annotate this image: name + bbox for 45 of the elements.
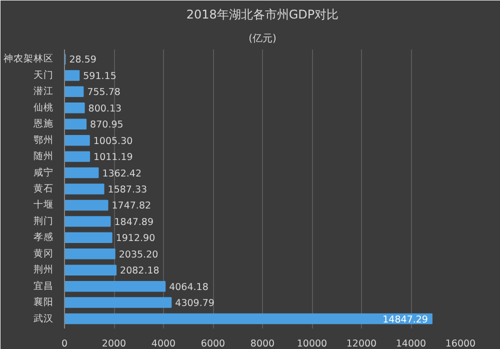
data-label: 1362.42 [102, 168, 142, 180]
y-tick-label: 咸宁 [34, 166, 54, 178]
y-tick-label: 仙桃 [34, 101, 54, 114]
x-tick-label: 14000 [396, 338, 426, 349]
data-label: 1747.82 [112, 200, 152, 212]
data-label: 2035.20 [118, 249, 158, 260]
data-label: 14847.29 [382, 314, 428, 326]
y-tick-label: 十堰 [34, 198, 54, 211]
x-tick-label: 10000 [296, 338, 328, 349]
x-tick-label: 6000 [200, 338, 226, 349]
data-label: 2082.18 [120, 266, 160, 277]
y-tick-label: 鄂州 [34, 134, 54, 146]
y-tick-label: 黄冈 [34, 247, 54, 260]
y-tick-label: 神农架林区 [4, 52, 54, 65]
data-label: 591.15 [83, 70, 116, 82]
y-tick-label: 随州 [34, 150, 54, 162]
y-tick-label: 宜昌 [34, 280, 54, 292]
y-tick-label: 孝感 [34, 231, 54, 244]
x-tick-label: 12000 [346, 338, 377, 349]
y-tick-label: 武汉 [34, 312, 54, 324]
y-tick-label: 天门 [34, 68, 54, 81]
data-label: 800.13 [88, 103, 122, 114]
x-tick-label: 2000 [102, 338, 126, 349]
y-tick-label: 潜江 [34, 85, 54, 98]
data-label: 1847.89 [114, 216, 154, 228]
x-tick-label: 8000 [250, 338, 275, 349]
x-tick-label: 0 [61, 338, 68, 349]
data-label: 755.78 [87, 87, 120, 98]
y-tick-label: 襄阳 [34, 296, 54, 308]
y-tick-label: 荆门 [34, 214, 54, 227]
x-tick-label: 16000 [445, 338, 476, 349]
y-tick-label: 恩施 [32, 118, 54, 130]
data-label: 1587.33 [108, 184, 148, 196]
chart-subtitle: (亿元) [248, 34, 276, 44]
data-label: 1912.90 [116, 233, 156, 244]
data-label: 28.59 [69, 54, 96, 66]
data-label: 4309.79 [175, 298, 214, 310]
data-label: 870.95 [90, 120, 124, 131]
data-label: 4064.18 [169, 282, 208, 293]
x-tick-label: 4000 [151, 338, 176, 349]
y-tick-label: 黄石 [34, 182, 54, 194]
y-tick-label: 荆州 [34, 264, 54, 276]
chart-title: 2018年湖北各市州GDP对比 [186, 8, 339, 22]
data-label: 1005.30 [93, 136, 133, 147]
data-label: 1011.19 [94, 152, 133, 164]
